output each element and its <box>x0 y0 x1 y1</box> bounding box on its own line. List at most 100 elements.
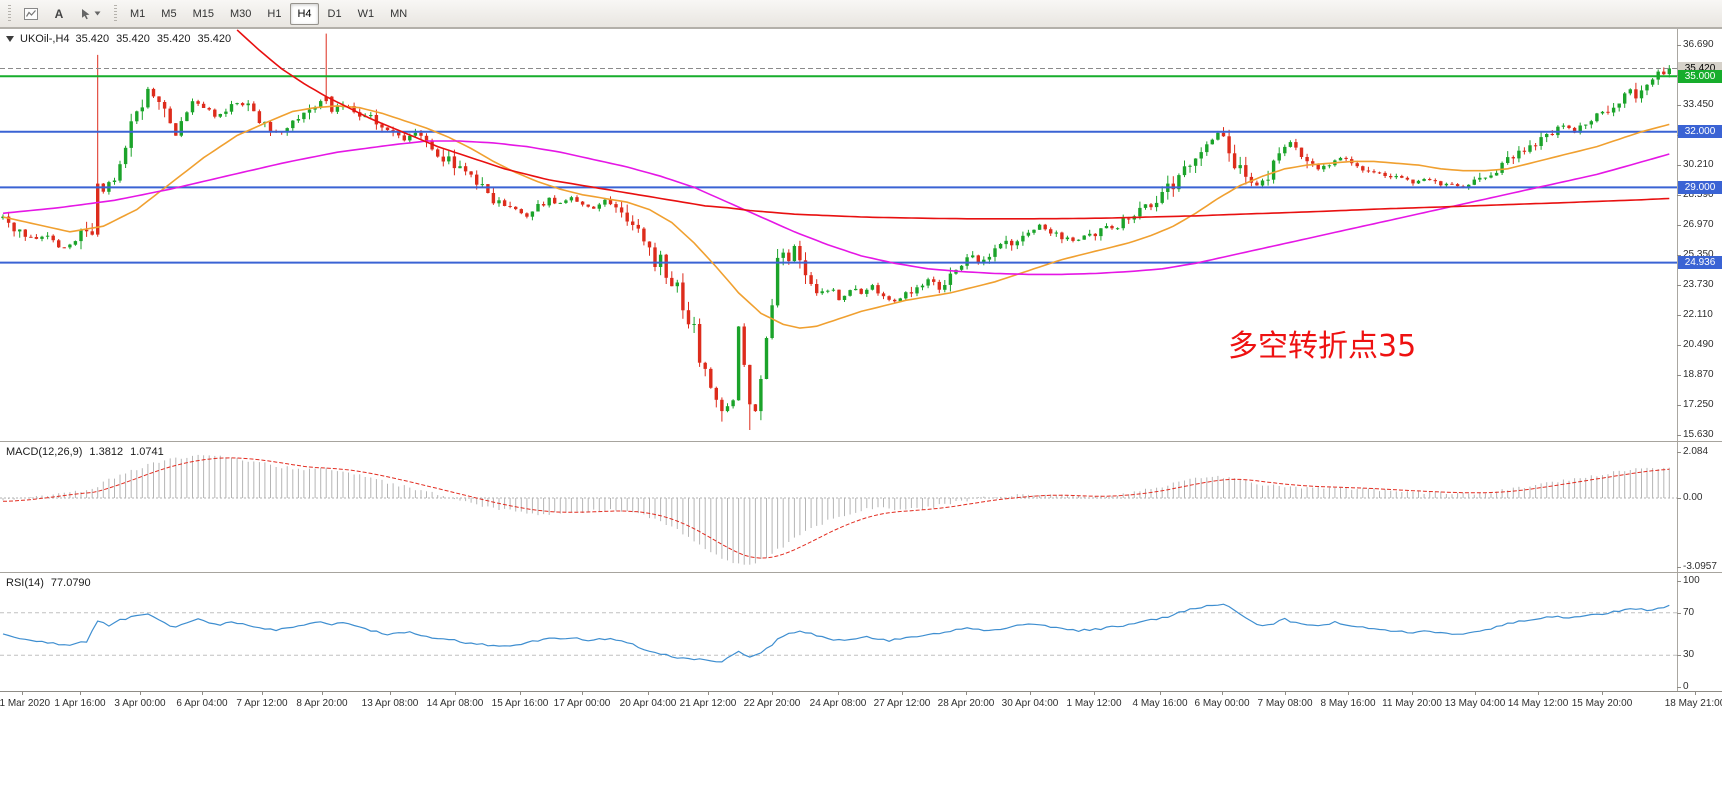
macd-histogram <box>2 454 1670 565</box>
time-tick <box>1412 692 1413 695</box>
time-tick <box>80 692 81 695</box>
time-tick <box>390 692 391 695</box>
rsi-tick <box>1677 687 1681 688</box>
macd-name: MACD(12,26,9) <box>6 446 83 458</box>
hline-tag-35000[interactable]: 35.000 <box>1678 70 1722 83</box>
price-tick-label: 20.490 <box>1683 339 1714 350</box>
timeframe-button-d1[interactable]: D1 <box>327 7 342 20</box>
toolbar-grip[interactable] <box>8 4 11 23</box>
price-tick <box>1677 405 1681 406</box>
price-tick-label: 25.350 <box>1683 249 1714 260</box>
time-tick <box>1475 692 1476 695</box>
time-tick <box>1285 692 1286 695</box>
time-tick <box>455 692 456 695</box>
price-tick-label: 23.730 <box>1683 279 1714 290</box>
toolbar-grip-2[interactable] <box>114 4 117 23</box>
timeframe-button-m5[interactable]: M5 <box>161 7 177 20</box>
time-label: 1 May 12:00 <box>1066 698 1122 709</box>
hline-tag-29000[interactable]: 29.000 <box>1678 181 1722 194</box>
price-chart-panel[interactable]: UKOil-,H4 35.420 35.420 35.420 35.420 多空… <box>0 28 1722 441</box>
price-tick-label: 28.590 <box>1683 189 1714 200</box>
macd-tick <box>1677 452 1681 453</box>
timeframe-button-m30[interactable]: M30 <box>229 7 252 20</box>
price-tick-label: 18.870 <box>1683 369 1714 380</box>
time-tick <box>322 692 323 695</box>
price-tick-label: 26.970 <box>1683 219 1714 230</box>
close-value: 35.420 <box>197 33 232 45</box>
text-label-icon[interactable]: A <box>54 6 64 21</box>
rsi-scale-divider <box>1677 573 1678 691</box>
macd-title: MACD(12,26,9) 1.3812 1.0741 <box>6 446 164 458</box>
time-label: 3 Apr 00:00 <box>114 698 166 709</box>
time-label: 18 May 21:00 <box>1664 698 1722 709</box>
time-label: 4 May 16:00 <box>1132 698 1188 709</box>
timeframe-button-m1[interactable]: M1 <box>130 7 146 20</box>
rsi-name: RSI(14) <box>6 577 44 589</box>
hline-tag-24936[interactable]: 24.936 <box>1678 256 1722 269</box>
timeframe-button-h4[interactable]: H4 <box>290 2 319 25</box>
price-chart-canvas[interactable] <box>0 29 1677 442</box>
rsi-tick <box>1677 613 1681 614</box>
rsi-panel[interactable]: RSI(14) 77.0790 100 70 30 0 <box>0 572 1722 692</box>
rsi-tick-label: 100 <box>1683 575 1700 586</box>
rsi-title: RSI(14) 77.0790 <box>6 577 91 589</box>
timeframe-button-mn[interactable]: MN <box>390 7 408 20</box>
price-tick <box>1677 345 1681 346</box>
price-tick-label: 15.630 <box>1683 429 1714 440</box>
macd-panel[interactable]: MACD(12,26,9) 1.3812 1.0741 2.084 0.00 -3.… <box>0 441 1722 572</box>
time-tick <box>262 692 263 695</box>
macd-signal-line <box>2 457 1670 559</box>
timeframe-button-m15[interactable]: M15 <box>192 7 214 20</box>
toolbar: A M1 M5 M15 M30 H1 H4 D1 W1 MN <box>0 0 1722 28</box>
rsi-canvas[interactable] <box>0 573 1677 692</box>
macd-tick-label: -3.0957 <box>1683 561 1717 572</box>
timeframe-button-h1[interactable]: H1 <box>267 7 282 20</box>
open-value: 35.420 <box>75 33 110 45</box>
cursor-tool-icon[interactable] <box>73 3 108 25</box>
time-label: 11 May 20:00 <box>1382 698 1442 709</box>
price-tick-label: 33.450 <box>1683 99 1714 110</box>
timeframe-button-w1[interactable]: W1 <box>357 7 375 20</box>
time-tick <box>140 692 141 695</box>
time-label: 13 Apr 08:00 <box>361 698 419 709</box>
macd-canvas[interactable] <box>0 442 1677 573</box>
time-tick <box>1030 692 1031 695</box>
time-tick <box>1538 692 1539 695</box>
price-tick-label: 36.690 <box>1683 39 1714 50</box>
symbol-period-label: UKOil-,H4 <box>20 33 70 45</box>
time-label: 8 Apr 20:00 <box>296 698 348 709</box>
chart-thumbnail-icon[interactable] <box>17 3 45 25</box>
rsi-tick-label: 30 <box>1683 649 1695 660</box>
time-label: 6 Apr 04:00 <box>176 698 228 709</box>
time-label: 1 Apr 16:00 <box>54 698 106 709</box>
time-label: 21 Apr 12:00 <box>679 698 737 709</box>
low-value: 35.420 <box>156 33 191 45</box>
price-tick <box>1677 195 1681 196</box>
hline-tag-32000[interactable]: 32.000 <box>1678 125 1722 138</box>
time-label: 28 Apr 20:00 <box>937 698 995 709</box>
rsi-value: 77.0790 <box>50 577 91 589</box>
macd-tick-label: 2.084 <box>1683 446 1709 457</box>
time-label: 17 Apr 00:00 <box>553 698 611 709</box>
price-tick <box>1677 45 1681 46</box>
price-scale-divider <box>1677 29 1678 441</box>
chart-annotation-text[interactable]: 多空转折点35 <box>1228 329 1417 364</box>
time-label: 15 May 20:00 <box>1571 698 1633 709</box>
time-label: 27 Apr 12:00 <box>873 698 931 709</box>
line-tools-group: A <box>16 3 109 25</box>
time-label: 31 Mar 2020 <box>0 698 51 709</box>
time-label: 30 Apr 04:00 <box>1001 698 1059 709</box>
price-tick <box>1677 255 1681 256</box>
time-label: 13 May 04:00 <box>1444 698 1506 709</box>
macd-value: 1.3812 <box>89 446 124 458</box>
time-tick <box>202 692 203 695</box>
candles-layer <box>1 33 1671 430</box>
price-tick-label: 17.250 <box>1683 399 1714 410</box>
mt4-chart-window: A M1 M5 M15 M30 H1 H4 D1 W1 MN UKOil-,H4 35.420 … <box>0 0 1722 713</box>
ma-fast-orange <box>2 105 1670 329</box>
chart-menu-arrow-icon[interactable] <box>6 36 14 42</box>
time-tick <box>838 692 839 695</box>
macd-tick-label: 0.00 <box>1683 492 1703 503</box>
price-tick-label: 22.110 <box>1683 309 1713 320</box>
